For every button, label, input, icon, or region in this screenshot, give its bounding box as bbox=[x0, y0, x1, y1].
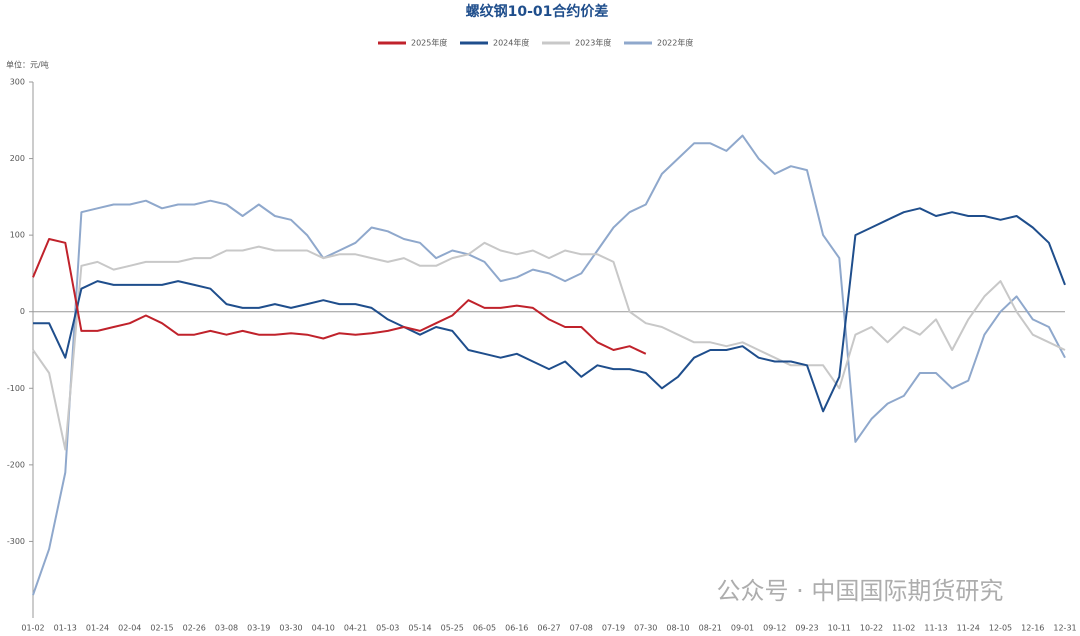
legend-label[interactable]: 2024年度 bbox=[493, 38, 529, 48]
x-tick-label: 12-16 bbox=[1021, 624, 1044, 633]
x-tick-label: 01-24 bbox=[86, 624, 109, 633]
x-tick-label: 10-11 bbox=[828, 624, 851, 633]
x-tick-label: 09-23 bbox=[795, 624, 818, 633]
legend-label[interactable]: 2023年度 bbox=[575, 38, 611, 48]
series-line bbox=[32, 241, 1066, 451]
x-tick-label: 05-14 bbox=[408, 624, 431, 633]
x-tick-label: 11-24 bbox=[957, 624, 980, 633]
y-tick-label: 100 bbox=[10, 231, 25, 240]
x-tick-label: 01-02 bbox=[21, 624, 44, 633]
y-tick-label: -200 bbox=[7, 460, 25, 469]
unit-label: 单位：元/吨 bbox=[6, 60, 49, 70]
x-tick-label: 02-15 bbox=[150, 624, 173, 633]
x-tick-label: 11-02 bbox=[892, 624, 915, 633]
x-tick-label: 09-01 bbox=[731, 624, 754, 633]
y-tick-label: -300 bbox=[7, 537, 25, 546]
x-tick-label: 12-31 bbox=[1053, 624, 1076, 633]
x-tick-label: 06-27 bbox=[537, 624, 560, 633]
x-tick-label: 05-03 bbox=[376, 624, 399, 633]
y-tick-label: 300 bbox=[10, 78, 25, 87]
series-line bbox=[33, 207, 1066, 413]
x-tick-label: 03-30 bbox=[279, 624, 302, 633]
x-tick-label: 06-05 bbox=[473, 624, 496, 633]
x-tick-label: 12-05 bbox=[989, 624, 1012, 633]
x-tick-label: 09-12 bbox=[763, 624, 786, 633]
y-tick-label: 200 bbox=[10, 154, 25, 163]
y-tick-label: 0 bbox=[20, 307, 25, 316]
x-tick-label: 07-19 bbox=[602, 624, 625, 633]
x-tick-label: 11-13 bbox=[924, 624, 947, 633]
x-tick-label: 08-10 bbox=[666, 624, 689, 633]
x-tick-label: 05-25 bbox=[441, 624, 464, 633]
x-tick-label: 10-22 bbox=[860, 624, 883, 633]
chart-title: 螺纹钢10-01合约价差 bbox=[466, 3, 609, 20]
x-tick-label: 02-04 bbox=[118, 624, 141, 633]
x-tick-label: 06-16 bbox=[505, 624, 528, 633]
series-line bbox=[32, 238, 647, 355]
watermark: 公众号 · 中国国际期货研究 bbox=[717, 577, 1004, 605]
legend-label[interactable]: 2022年度 bbox=[657, 38, 693, 48]
x-tick-label: 03-08 bbox=[215, 624, 238, 633]
y-tick-label: -100 bbox=[7, 384, 25, 393]
x-tick-label: 03-19 bbox=[247, 624, 270, 633]
x-tick-label: 04-21 bbox=[344, 624, 367, 633]
x-tick-label: 04-10 bbox=[312, 624, 335, 633]
x-tick-label: 08-21 bbox=[699, 624, 722, 633]
x-tick-label: 02-26 bbox=[183, 624, 206, 633]
x-tick-label: 07-30 bbox=[634, 624, 657, 633]
x-tick-label: 01-13 bbox=[54, 624, 77, 633]
series-line bbox=[32, 134, 1066, 596]
legend-label[interactable]: 2025年度 bbox=[411, 38, 447, 48]
x-tick-label: 07-08 bbox=[570, 624, 593, 633]
